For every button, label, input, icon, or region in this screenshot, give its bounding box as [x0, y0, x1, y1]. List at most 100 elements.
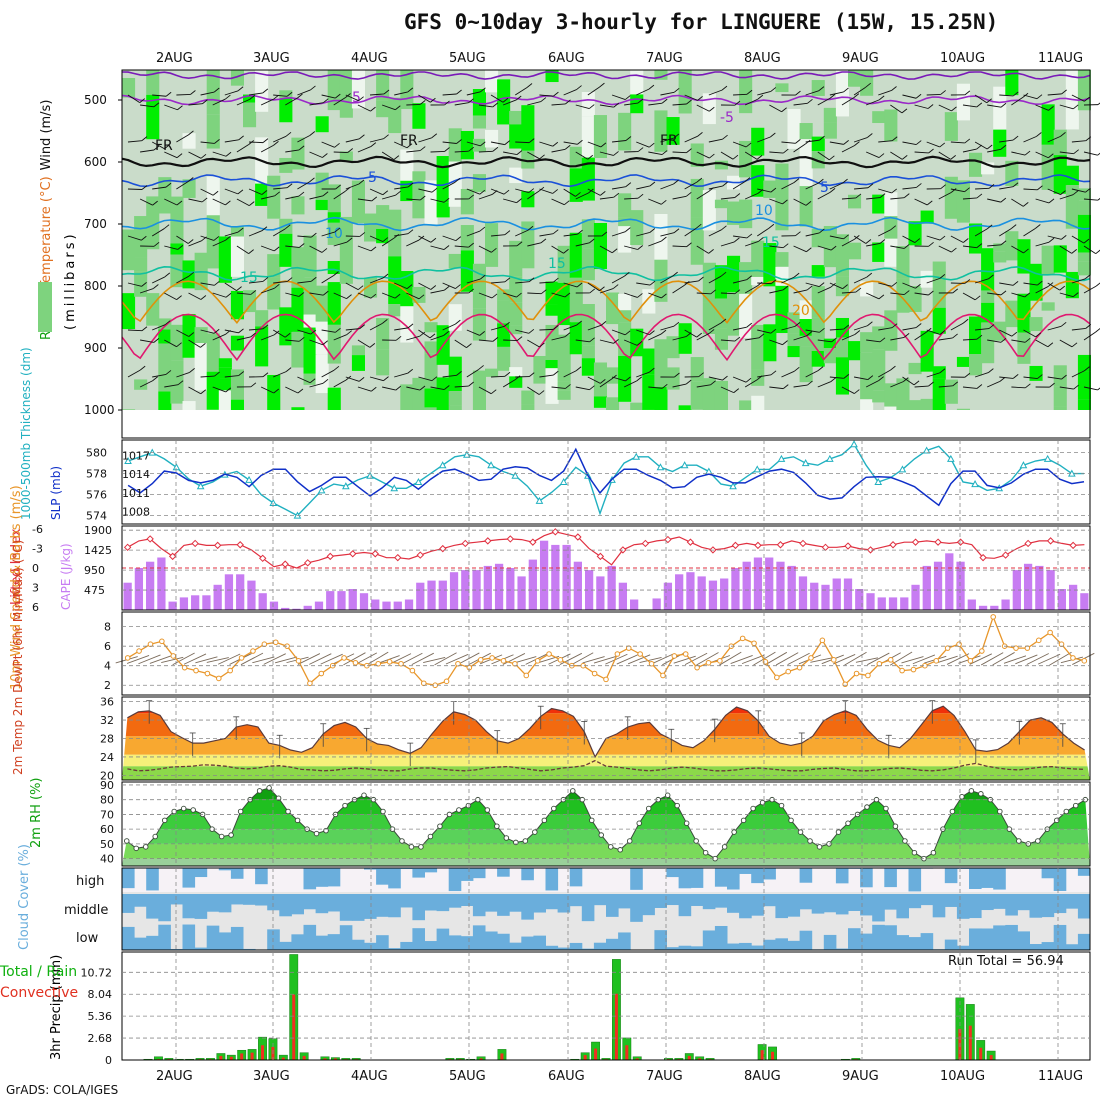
bottom-date-label: 3AUG: [253, 1069, 290, 1084]
cloud-high: [376, 868, 389, 885]
wind10-marker: [991, 615, 996, 620]
rh-marker: [238, 809, 243, 814]
cape-bar: [1080, 593, 1088, 610]
cloud-middle: [993, 894, 1006, 909]
rh-marker: [295, 818, 300, 823]
wind10-barb: [890, 652, 912, 665]
cloud-low: [473, 925, 486, 950]
cloud-high: [993, 868, 1006, 890]
temp-band: [122, 713, 1090, 736]
rh-marker: [134, 846, 139, 851]
cape-bar: [776, 562, 784, 610]
cloud-middle: [933, 894, 946, 917]
rh-patch: [739, 294, 752, 338]
rh-marker: [836, 830, 841, 835]
wind-tick: 2: [104, 679, 111, 692]
wind10-marker: [194, 668, 199, 673]
cape-bar: [180, 597, 188, 610]
wind10-marker: [524, 673, 529, 678]
rh-patch: [812, 229, 825, 248]
li-marker: [552, 529, 558, 535]
wind10-barb: [1050, 652, 1072, 665]
rh-band: [122, 844, 1090, 859]
rh-patch: [388, 98, 401, 133]
li-tick: -3: [32, 543, 43, 556]
wind10-marker: [1071, 656, 1076, 661]
rh-patch: [1042, 246, 1055, 275]
rh-patch: [425, 354, 438, 389]
wind-barb: [431, 151, 445, 152]
wind-barb: [503, 340, 517, 341]
bottom-date-label: 8AUG: [744, 1069, 781, 1084]
cloud-middle: [715, 894, 728, 908]
cloud-low: [461, 936, 474, 950]
wind10-marker: [718, 659, 723, 664]
cape-bar: [382, 602, 390, 610]
precip-conv-bar: [303, 1056, 306, 1060]
cloud-middle: [1054, 894, 1067, 913]
rh-patch: [884, 310, 897, 350]
cloud-middle: [884, 894, 897, 910]
cloud-high: [800, 868, 813, 883]
wind10-barb: [947, 654, 969, 665]
cloud-middle: [509, 894, 522, 912]
li-marker: [890, 542, 896, 548]
cloud-middle: [679, 894, 692, 916]
cape-bar: [574, 562, 582, 610]
wind10-marker: [501, 659, 506, 664]
wind10-marker: [672, 654, 677, 659]
rh-patch: [896, 279, 909, 313]
rh-marker: [495, 824, 500, 829]
xs-tick-label: 800: [84, 279, 107, 293]
rh-patch: [993, 252, 1006, 263]
rh-patch: [642, 375, 655, 410]
cape-bar: [788, 566, 796, 610]
rh-marker: [808, 839, 813, 844]
cape-bar: [900, 597, 908, 610]
rh-patch: [376, 101, 389, 117]
cloud-low: [981, 928, 994, 950]
cloud-middle: [340, 894, 353, 921]
cape-bar: [664, 583, 672, 610]
rh-patch: [473, 309, 486, 341]
cloud-high: [691, 868, 704, 888]
cloud-high: [570, 868, 583, 886]
wind10-barb: [309, 654, 331, 665]
rh-marker: [143, 845, 148, 850]
xs-tick-label: 900: [84, 341, 107, 355]
li-marker: [192, 540, 198, 546]
cloud-low: [509, 943, 522, 950]
temp-ylabel-text: 2m Temp 2m DewPt (6hr Min/Max) (°C): [11, 540, 25, 775]
rh-patch: [788, 346, 801, 357]
rh-patch: [957, 84, 970, 121]
rh-patch: [400, 150, 413, 181]
xs-units: (millibars): [63, 231, 78, 330]
rh-patch: [739, 400, 752, 410]
cloud-low: [969, 928, 982, 950]
cloud-low: [437, 929, 450, 950]
wind10-marker: [843, 682, 848, 687]
wind10-marker: [205, 671, 210, 676]
cloud-high: [255, 868, 268, 884]
li-marker: [395, 555, 401, 561]
rh-marker: [466, 803, 471, 808]
rh-patch: [642, 349, 655, 375]
wind10-barb: [184, 654, 206, 664]
precip-conv-bar: [584, 1055, 587, 1060]
wind10-marker: [934, 659, 939, 664]
wind10-barb: [993, 652, 1015, 665]
li-marker: [485, 538, 491, 544]
cape-bar: [349, 589, 357, 610]
cloud-middle: [243, 894, 256, 905]
bottom-date-label: 10AUG: [940, 1069, 985, 1084]
cape-bar: [1035, 566, 1043, 610]
cloud-middle: [824, 894, 837, 912]
precip-legend-conv: Convective: [0, 985, 78, 1001]
top-date-label: 2AUG: [156, 51, 193, 66]
rh-legend-swatch: [38, 282, 52, 332]
rh-marker: [229, 833, 234, 838]
wind10-marker: [638, 652, 643, 657]
cape-bar: [731, 568, 739, 610]
rh-patch: [437, 202, 450, 217]
cape-bar: [146, 562, 154, 610]
